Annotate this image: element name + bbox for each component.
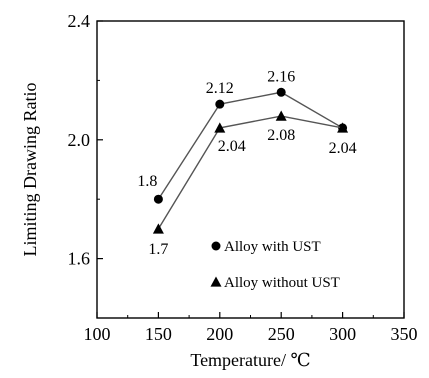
point-with-ust — [153, 194, 163, 204]
y-tick-label: 1.6 — [68, 249, 91, 269]
point-with-ust — [276, 87, 286, 97]
y-tick-label: 2.0 — [68, 130, 91, 150]
point-without-ust — [275, 110, 287, 121]
data-label: 2.16 — [267, 68, 295, 85]
y-axis-label: Limiting Drawing Ratio — [20, 83, 40, 257]
x-tick-label: 250 — [268, 324, 295, 344]
y-tick-label: 2.4 — [68, 11, 91, 31]
axes: 100 150 200 250 300 350 1.6 2.0 2.4 Temperature/ … — [20, 11, 418, 370]
legend-label: Alloy without UST — [224, 275, 340, 291]
x-tick-label: 150 — [145, 324, 172, 344]
plot-frame — [96, 20, 405, 319]
legend-marker-triangle — [210, 276, 222, 287]
point-with-ust — [215, 99, 225, 109]
data-label: 1.7 — [148, 241, 168, 258]
legend-label: Alloy with UST — [224, 239, 321, 255]
data-label: 2.12 — [206, 80, 234, 97]
point-without-ust — [214, 122, 226, 133]
data-labels: 1.8 2.12 2.16 1.7 2.04 2.08 2.04 — [137, 68, 356, 258]
x-tick-label: 350 — [391, 324, 418, 344]
x-tick-label: 100 — [84, 324, 111, 344]
data-label: 2.08 — [267, 127, 295, 144]
legend-marker-circle — [211, 241, 221, 251]
x-tick-label: 300 — [329, 324, 356, 344]
series-line-without-ust — [157, 115, 343, 230]
point-without-ust — [337, 122, 349, 133]
point-without-ust — [152, 223, 164, 234]
data-label: 2.04 — [218, 138, 246, 155]
series-layer — [152, 87, 349, 234]
x-axis-label: Temperature/ ℃ — [190, 350, 310, 370]
x-tick-label: 200 — [206, 324, 233, 344]
legend: Alloy with UST Alloy without UST — [210, 239, 340, 291]
data-label: 2.04 — [329, 140, 357, 157]
data-label: 1.8 — [137, 173, 157, 190]
series-line-with-ust — [157, 91, 343, 200]
